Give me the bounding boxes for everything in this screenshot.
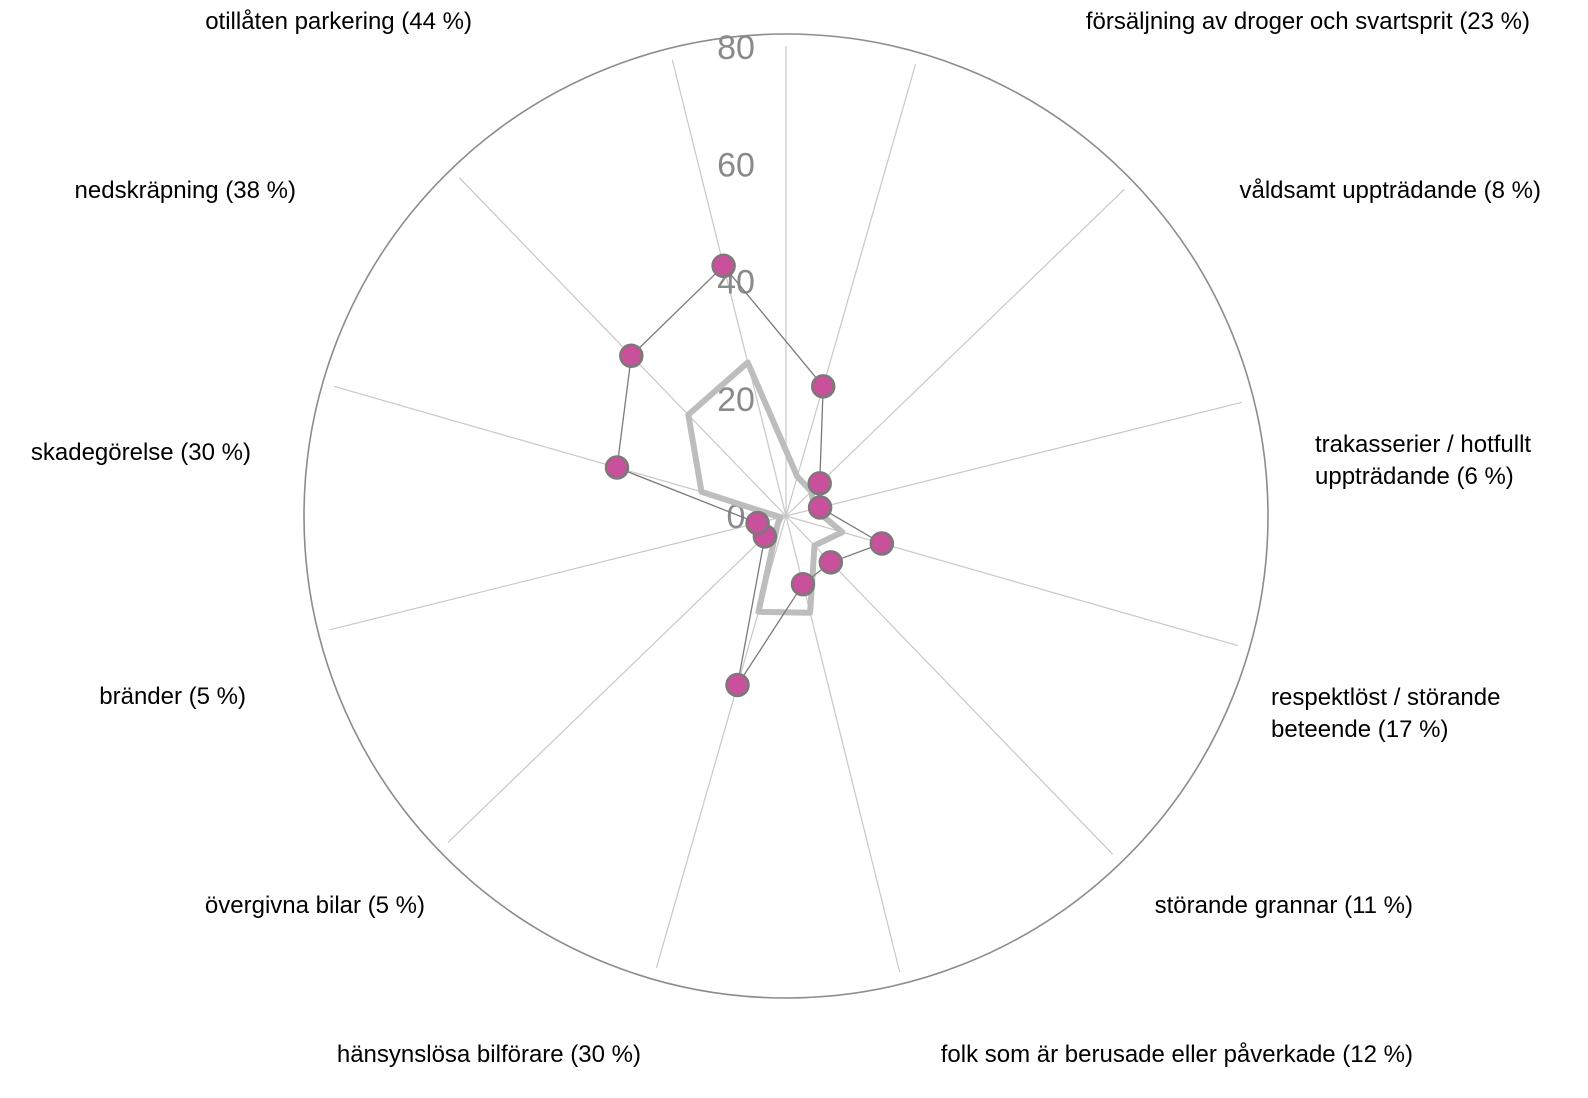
data-point: [818, 550, 844, 575]
category-label: otillåten parkering (44 %): [205, 8, 472, 35]
category-label-line: hänsynslösa bilförare (30 %): [337, 1041, 641, 1068]
category-label-line: skadegörelse (30 %): [31, 439, 251, 466]
category-label-line: otillåten parkering (44 %): [205, 8, 472, 35]
data-point: [619, 343, 644, 369]
tick-label: 60: [717, 146, 755, 184]
category-label: respektlöst / störande beteende (17 %): [1271, 684, 1500, 743]
data-point: [790, 571, 816, 597]
category-label: störande grannar (11 %): [1155, 892, 1413, 919]
data-point: [745, 510, 770, 536]
data-point: [604, 455, 630, 480]
series-line-marked: [616, 264, 884, 686]
category-label: skadegörelse (30 %): [31, 439, 251, 466]
category-label: hänsynslösa bilförare (30 %): [337, 1041, 641, 1068]
category-label: våldsamt uppträdande (8 %): [1240, 177, 1542, 204]
category-spoke: [785, 401, 1243, 517]
category-labels: försäljning av droger och svartsprit (23…: [31, 8, 1541, 1068]
category-label: folk som är berusade eller påverkade (12…: [941, 1041, 1413, 1068]
tick-label: 80: [717, 29, 755, 67]
category-spoke: [671, 59, 787, 517]
data-point: [869, 531, 895, 556]
category-label-line: störande grannar (11 %): [1155, 892, 1413, 919]
category-label-line: försäljning av droger och svartsprit (23…: [1086, 8, 1530, 35]
data-point: [725, 672, 750, 698]
category-label-line: uppträdande (6 %): [1315, 463, 1514, 490]
data-point: [807, 495, 833, 520]
radar-grid: [303, 33, 1269, 999]
category-label-line: trakasserier / hotfullt: [1315, 431, 1531, 458]
category-label-line: beteende (17 %): [1271, 716, 1448, 743]
category-label: bränder (5 %): [99, 683, 246, 710]
category-spoke: [329, 515, 787, 631]
category-label: nedskräpning (38 %): [75, 177, 296, 204]
category-label-line: folk som är berusade eller påverkade (12…: [941, 1041, 1413, 1068]
category-spoke: [785, 64, 917, 517]
data-point: [807, 471, 832, 496]
category-spoke: [785, 515, 1238, 647]
outer-circle: [303, 33, 1269, 999]
category-label: trakasserier / hotfullt uppträdande (6 %): [1315, 431, 1531, 490]
category-label-line: bränder (5 %): [99, 683, 246, 710]
category-spoke: [447, 515, 787, 843]
category-label-line: nedskräpning (38 %): [75, 177, 296, 204]
category-label: försäljning av droger och svartsprit (23…: [1086, 8, 1530, 35]
radar-series: [604, 253, 895, 698]
category-spoke: [785, 515, 1113, 855]
data-point: [810, 374, 836, 399]
category-label: övergivna bilar (5 %): [205, 892, 425, 919]
data-point: [711, 253, 736, 279]
category-label-line: våldsamt uppträdande (8 %): [1240, 177, 1542, 204]
category-spoke: [785, 189, 1125, 517]
category-label-line: respektlöst / störande: [1271, 684, 1500, 711]
category-spoke: [459, 177, 787, 517]
category-label-line: övergivna bilar (5 %): [205, 892, 425, 919]
